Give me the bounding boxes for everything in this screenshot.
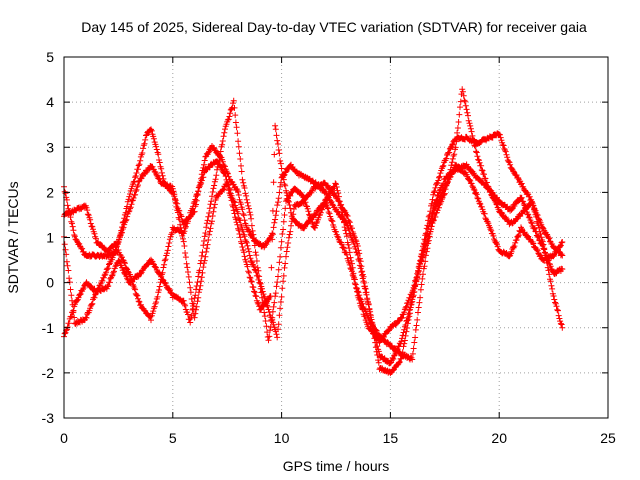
x-tick-label: 10 <box>274 430 290 446</box>
y-tick-label: -2 <box>42 365 55 381</box>
x-tick-label: 20 <box>491 430 507 446</box>
y-tick-label: 1 <box>46 230 54 246</box>
y-axis-label: SDTVAR / TECUs <box>5 181 21 293</box>
x-tick-label: 0 <box>60 430 68 446</box>
y-tick-label: 4 <box>46 94 54 110</box>
x-tick-label: 5 <box>169 430 177 446</box>
y-tick-label: -1 <box>42 320 55 336</box>
x-tick-label: 25 <box>600 430 616 446</box>
y-tick-label: 3 <box>46 139 54 155</box>
chart-title: Day 145 of 2025, Sidereal Day-to-day VTE… <box>81 19 587 35</box>
y-tick-label: 2 <box>46 184 54 200</box>
ticks: 0 5 10 15 20 25 -3 -2 -1 0 1 2 3 4 5 <box>42 49 616 446</box>
y-tick-label: 5 <box>46 49 54 65</box>
x-axis-label: GPS time / hours <box>283 458 390 474</box>
y-tick-label: 0 <box>46 275 54 291</box>
grid <box>64 57 608 418</box>
x-tick-label: 15 <box>383 430 399 446</box>
y-tick-label: -3 <box>42 410 55 426</box>
